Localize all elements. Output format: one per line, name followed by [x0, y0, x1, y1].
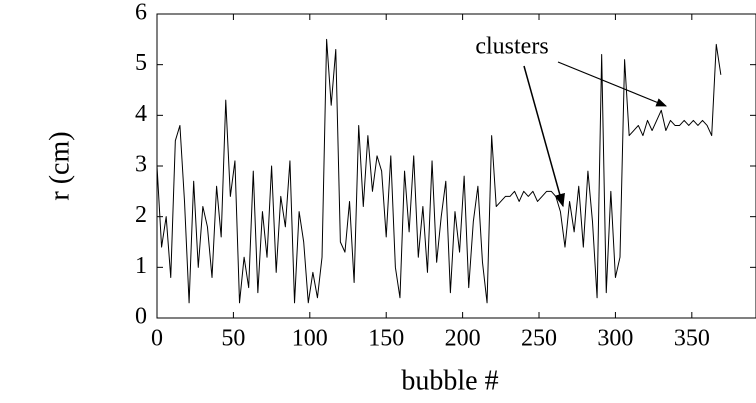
y-tick-label: 4: [135, 101, 147, 127]
annotation-arrow: [523, 65, 565, 208]
x-tick-label: 100: [292, 326, 328, 352]
annotation-arrow: [557, 61, 668, 107]
y-tick-label: 2: [135, 202, 147, 228]
y-tick-label: 1: [135, 253, 147, 279]
x-axis-label: bubble #: [401, 365, 498, 396]
annotation: clusters: [475, 34, 548, 60]
y-tick-label: 0: [135, 304, 147, 330]
x-tick-label: 300: [597, 326, 633, 352]
x-tick-label: 250: [521, 326, 557, 352]
y-tick-label: 5: [135, 50, 147, 76]
x-tick-label: 200: [445, 326, 481, 352]
x-tick-label: 0: [151, 326, 163, 352]
x-tick-label: 50: [221, 326, 245, 352]
y-tick-label: 3: [135, 152, 147, 178]
x-tick-label: 350: [674, 326, 710, 352]
y-tick-label: 6: [135, 0, 147, 26]
data-line: [156, 38, 722, 304]
x-tick-label: 150: [368, 326, 404, 352]
y-axis-label: r (cm): [44, 131, 75, 200]
